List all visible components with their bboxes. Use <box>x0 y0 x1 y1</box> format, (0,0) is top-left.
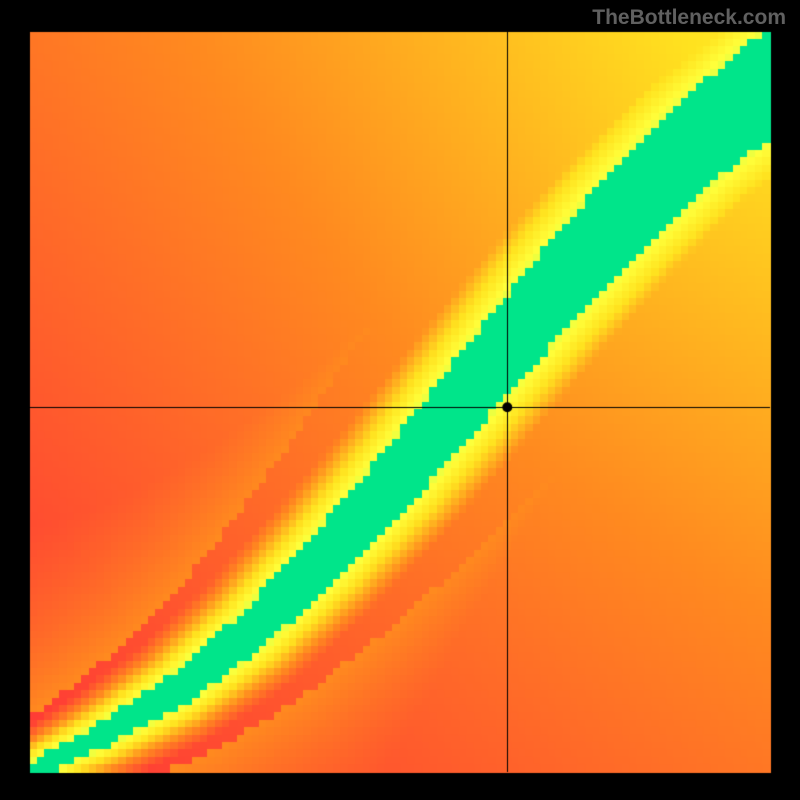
bottleneck-heatmap <box>0 0 800 800</box>
watermark-text: TheBottleneck.com <box>592 6 786 30</box>
